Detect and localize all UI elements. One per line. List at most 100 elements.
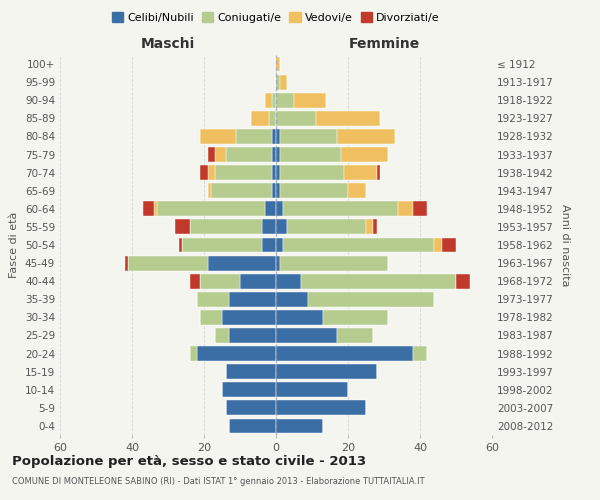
Bar [280, 256, 388, 270]
Bar [276, 274, 301, 288]
Bar [276, 364, 377, 379]
Bar [413, 202, 427, 216]
Bar [190, 346, 197, 361]
Bar [157, 202, 265, 216]
Bar [208, 165, 215, 180]
Legend: Celibi/Nubili, Coniugati/e, Vedovi/e, Divorziati/e: Celibi/Nubili, Coniugati/e, Vedovi/e, Di… [108, 8, 444, 28]
Y-axis label: Anni di nascita: Anni di nascita [560, 204, 570, 286]
Bar [373, 220, 377, 234]
Bar [344, 165, 377, 180]
Bar [316, 111, 380, 126]
Bar [190, 220, 262, 234]
Bar [229, 328, 276, 343]
Bar [323, 310, 388, 325]
Bar [283, 202, 398, 216]
Bar [208, 184, 211, 198]
Bar [276, 129, 280, 144]
Bar [276, 202, 283, 216]
Bar [456, 274, 470, 288]
Bar [301, 274, 456, 288]
Bar [272, 129, 276, 144]
Bar [276, 93, 294, 108]
Bar [229, 292, 276, 306]
Bar [276, 382, 348, 397]
Bar [276, 292, 308, 306]
Bar [215, 147, 226, 162]
Bar [272, 184, 276, 198]
Bar [226, 364, 276, 379]
Bar [211, 184, 272, 198]
Bar [280, 165, 344, 180]
Bar [276, 328, 337, 343]
Bar [128, 256, 208, 270]
Text: Maschi: Maschi [141, 38, 195, 52]
Bar [280, 147, 341, 162]
Bar [276, 310, 323, 325]
Bar [308, 292, 434, 306]
Text: Femmine: Femmine [349, 38, 419, 52]
Bar [215, 165, 272, 180]
Y-axis label: Fasce di età: Fasce di età [10, 212, 19, 278]
Bar [179, 238, 182, 252]
Bar [276, 184, 280, 198]
Bar [226, 400, 276, 415]
Bar [276, 346, 413, 361]
Bar [182, 238, 262, 252]
Bar [272, 147, 276, 162]
Bar [226, 147, 272, 162]
Bar [251, 111, 269, 126]
Bar [348, 184, 366, 198]
Bar [197, 346, 276, 361]
Bar [366, 220, 373, 234]
Bar [236, 129, 272, 144]
Bar [294, 93, 326, 108]
Bar [190, 274, 200, 288]
Bar [398, 202, 413, 216]
Bar [280, 129, 337, 144]
Bar [280, 184, 348, 198]
Bar [287, 220, 366, 234]
Text: Popolazione per età, sesso e stato civile - 2013: Popolazione per età, sesso e stato civil… [12, 455, 366, 468]
Bar [175, 220, 190, 234]
Bar [222, 382, 276, 397]
Bar [276, 400, 366, 415]
Bar [265, 93, 272, 108]
Bar [276, 220, 287, 234]
Bar [276, 56, 280, 72]
Bar [240, 274, 276, 288]
Bar [200, 274, 240, 288]
Bar [276, 418, 323, 434]
Bar [337, 129, 395, 144]
Bar [154, 202, 157, 216]
Bar [197, 292, 229, 306]
Text: COMUNE DI MONTELEONE SABINO (RI) - Dati ISTAT 1° gennaio 2013 - Elaborazione TUT: COMUNE DI MONTELEONE SABINO (RI) - Dati … [12, 478, 425, 486]
Bar [434, 238, 442, 252]
Bar [276, 165, 280, 180]
Bar [262, 238, 276, 252]
Bar [208, 256, 276, 270]
Bar [229, 418, 276, 434]
Bar [442, 238, 456, 252]
Bar [200, 310, 222, 325]
Bar [276, 147, 280, 162]
Bar [276, 238, 283, 252]
Bar [272, 165, 276, 180]
Bar [283, 238, 434, 252]
Bar [413, 346, 427, 361]
Bar [337, 328, 373, 343]
Bar [222, 310, 276, 325]
Bar [200, 165, 208, 180]
Bar [208, 147, 215, 162]
Bar [262, 220, 276, 234]
Bar [125, 256, 128, 270]
Bar [341, 147, 388, 162]
Bar [265, 202, 276, 216]
Bar [377, 165, 380, 180]
Bar [215, 328, 229, 343]
Bar [276, 256, 280, 270]
Bar [280, 74, 287, 90]
Bar [272, 93, 276, 108]
Bar [276, 74, 280, 90]
Bar [143, 202, 154, 216]
Bar [200, 129, 236, 144]
